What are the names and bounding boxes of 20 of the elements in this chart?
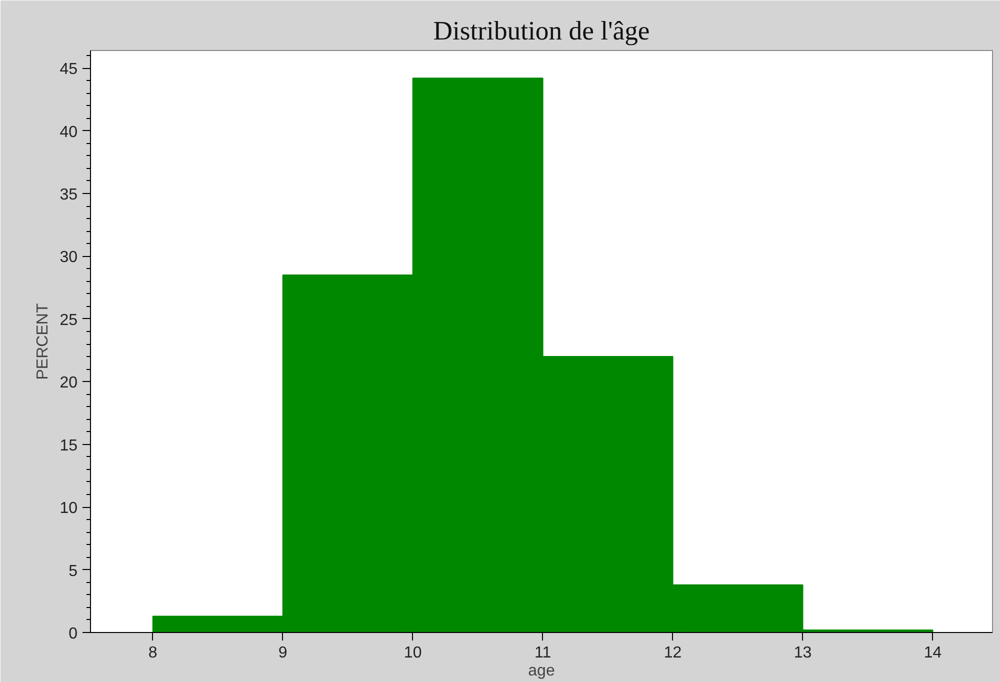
y-tick-label: 45 [60,61,78,78]
x-axis-title: age [528,662,555,680]
y-tick-label: 5 [68,562,78,580]
x-tick-label: 8 [148,644,158,662]
chart-title: Distribution de l'âge [433,16,650,46]
y-tick-label: 25 [60,312,78,329]
x-tick-label: 10 [404,644,422,662]
y-tick-label: 35 [60,186,78,204]
y-tick-label: 10 [60,500,78,518]
y-tick-label: 30 [60,249,78,266]
x-tick-label: 13 [794,644,812,662]
y-axis-title: PERCENT [34,303,52,380]
y-tick-label: 20 [60,374,78,392]
x-tick-label: 14 [924,644,942,662]
y-tick-label: 40 [60,124,78,141]
x-tick-label: 11 [534,644,552,662]
y-tick-label: 15 [60,437,78,454]
x-tick-label: 9 [278,644,288,662]
x-tick-label: 12 [664,644,682,662]
y-tick-label: 0 [68,626,78,642]
